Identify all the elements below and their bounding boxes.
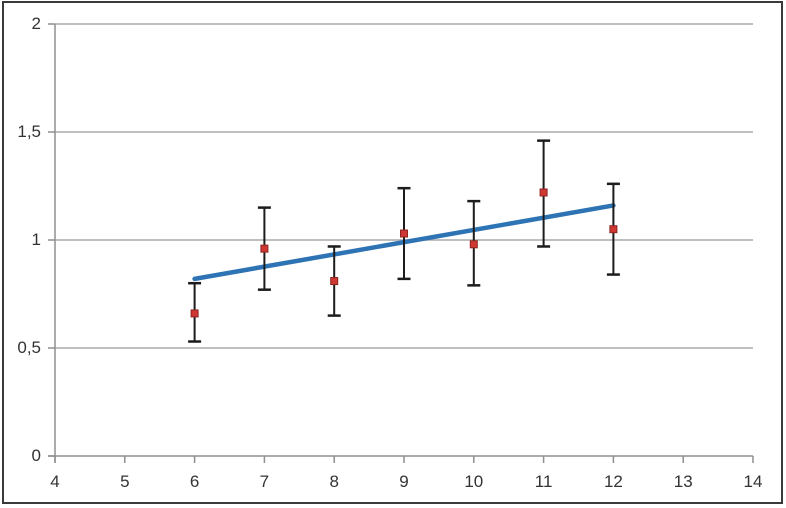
x-tick-label: 14 (744, 472, 763, 491)
data-point-marker (539, 188, 548, 197)
data-point-marker (190, 309, 199, 318)
y-tick-label: 1 (32, 230, 41, 249)
x-tick-label: 9 (399, 472, 408, 491)
y-tick-label: 0,5 (17, 338, 41, 357)
x-tick-label: 12 (604, 472, 623, 491)
x-tick-label: 7 (260, 472, 269, 491)
x-tick-label: 5 (120, 472, 129, 491)
y-tick-label: 0 (32, 446, 41, 465)
data-point-marker (400, 229, 408, 238)
data-point-marker (469, 240, 478, 249)
x-tick-label: 8 (329, 472, 338, 491)
x-tick-label: 13 (674, 472, 693, 491)
x-tick-label: 4 (50, 472, 59, 491)
y-tick-label: 2 (32, 14, 41, 33)
data-point-marker (330, 277, 339, 286)
x-tick-label: 11 (535, 472, 553, 491)
y-tick-label: 1,5 (17, 122, 41, 141)
data-point-marker (609, 225, 618, 234)
x-tick-label: 6 (190, 472, 199, 491)
x-tick-label: 10 (464, 472, 483, 491)
data-point-marker (260, 244, 269, 253)
